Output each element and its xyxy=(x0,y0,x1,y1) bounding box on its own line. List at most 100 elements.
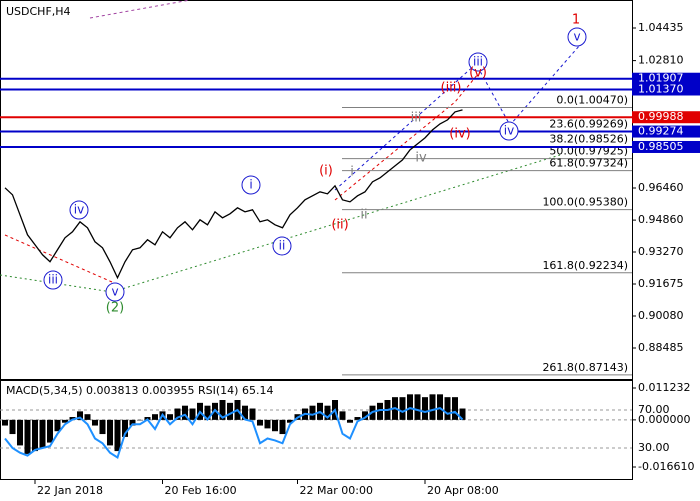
macd-bar xyxy=(279,419,286,435)
wave-label: i xyxy=(350,165,354,180)
price-line xyxy=(4,109,463,280)
wave-label: iv xyxy=(415,151,427,166)
wave-circle xyxy=(499,121,519,141)
y-tick-label: 0.91675 xyxy=(638,277,684,290)
macd-bar xyxy=(129,419,136,426)
macd-bar xyxy=(182,405,188,420)
macd-bar xyxy=(2,419,8,426)
macd-bar xyxy=(174,408,181,420)
macd-bar xyxy=(377,402,383,420)
wave-circle xyxy=(272,236,292,256)
wave-label: v xyxy=(573,30,580,44)
channel-line xyxy=(89,0,191,19)
macd-bar xyxy=(24,419,31,454)
macd-bar xyxy=(17,419,23,446)
x-tick-label: 22 Mar 00:00 xyxy=(300,484,373,497)
macd-bar xyxy=(84,414,91,420)
wave-circle xyxy=(567,27,587,47)
fib-label: 100.0(0.95380) xyxy=(542,196,628,209)
macd-bar xyxy=(219,400,226,420)
fib-label: 161.8(0.92234) xyxy=(542,259,628,272)
macd-bar xyxy=(452,397,458,420)
y2-tick-label: 70.00 xyxy=(638,403,670,416)
y-tick-label: 0.93270 xyxy=(638,245,684,258)
y-tick-label: -0.016610 xyxy=(638,460,694,473)
macd-bar xyxy=(459,408,466,420)
fib-label: 23.6(0.99269) xyxy=(549,118,628,131)
price-level-box xyxy=(632,140,700,153)
y-tick-label: 0.90080 xyxy=(638,309,684,322)
wave-label: iii xyxy=(411,111,422,126)
wave-circle xyxy=(105,282,125,302)
macd-bar xyxy=(137,419,143,421)
macd-bar xyxy=(152,414,158,420)
x-tick-label: 20 Feb 16:00 xyxy=(165,484,237,497)
trend-line xyxy=(0,154,561,293)
macd-bar xyxy=(167,414,173,420)
wave-label: (v) xyxy=(469,66,487,81)
macd-bar xyxy=(62,419,68,423)
price-level-box xyxy=(632,72,700,85)
y2-tick-label: 30.00 xyxy=(638,441,670,454)
macd-bar xyxy=(114,419,121,452)
macd-bar xyxy=(227,402,233,420)
macd-bar xyxy=(77,411,83,420)
y-tick-label: 1.02810 xyxy=(638,54,684,67)
fib-label: 261.8(0.87143) xyxy=(542,361,628,374)
price-level-box xyxy=(632,111,700,124)
macd-bar xyxy=(429,394,436,420)
wave-line xyxy=(4,234,113,283)
wave-circle xyxy=(69,200,89,220)
wave-label: (iii) xyxy=(441,81,462,96)
y-tick-label: 0.96460 xyxy=(638,181,684,194)
macd-bar xyxy=(32,419,38,452)
macd-bar xyxy=(54,419,61,432)
wave-label: iii xyxy=(48,273,58,287)
macd-bar xyxy=(47,419,53,443)
macd-bar xyxy=(399,397,406,420)
price-level-label: 0.99988 xyxy=(638,110,684,123)
price-level-label: 1.01370 xyxy=(638,82,684,95)
macd-bar xyxy=(249,408,256,420)
fib-label: 38.2(0.98526) xyxy=(549,133,628,146)
wave-label: v xyxy=(111,285,118,299)
macd-bar xyxy=(272,419,278,432)
macd-bar xyxy=(324,405,331,420)
indicator-title: MACD(5,34,5) 0.003813 0.003955 RSI(14) 6… xyxy=(6,384,273,397)
y-tick-label: 1.04435 xyxy=(638,21,684,34)
wave-label: (ii) xyxy=(331,218,348,233)
fib-label: 61.8(0.97324) xyxy=(549,157,628,170)
y-tick-label: 0.011232 xyxy=(638,381,691,394)
macd-bar xyxy=(362,411,368,420)
macd-bar xyxy=(92,419,98,426)
macd-bar xyxy=(444,397,451,420)
macd-bar xyxy=(69,417,76,420)
wave-circle xyxy=(43,270,63,290)
macd-bar xyxy=(347,419,353,423)
macd-bar xyxy=(339,411,346,420)
chart-title: USDCHF,H4 xyxy=(6,5,71,18)
wave-label: (iv) xyxy=(449,127,470,142)
wave-label: i xyxy=(249,178,252,192)
macd-bar xyxy=(287,419,293,423)
macd-bar xyxy=(264,419,271,429)
macd-bar xyxy=(122,419,128,437)
price-panel-frame xyxy=(0,0,633,380)
wave-label: ii xyxy=(279,239,286,253)
y-tick-label: 0.000000 xyxy=(638,413,691,426)
projection-line xyxy=(334,44,581,191)
price-level-box xyxy=(632,83,700,96)
y-tick-label: 0.88485 xyxy=(638,341,684,354)
macd-bar xyxy=(204,405,211,420)
wave-label: iv xyxy=(74,203,84,217)
macd-bar xyxy=(257,419,263,426)
price-level-label: 0.98505 xyxy=(638,140,684,153)
price-level-box xyxy=(632,125,700,138)
macd-bar xyxy=(414,394,421,420)
macd-bar xyxy=(354,417,361,420)
x-tick-label: 22 Jan 2018 xyxy=(37,484,103,497)
wave-circle xyxy=(241,175,261,195)
wave-label: (2) xyxy=(106,301,124,316)
wave-label: iii xyxy=(473,55,483,69)
